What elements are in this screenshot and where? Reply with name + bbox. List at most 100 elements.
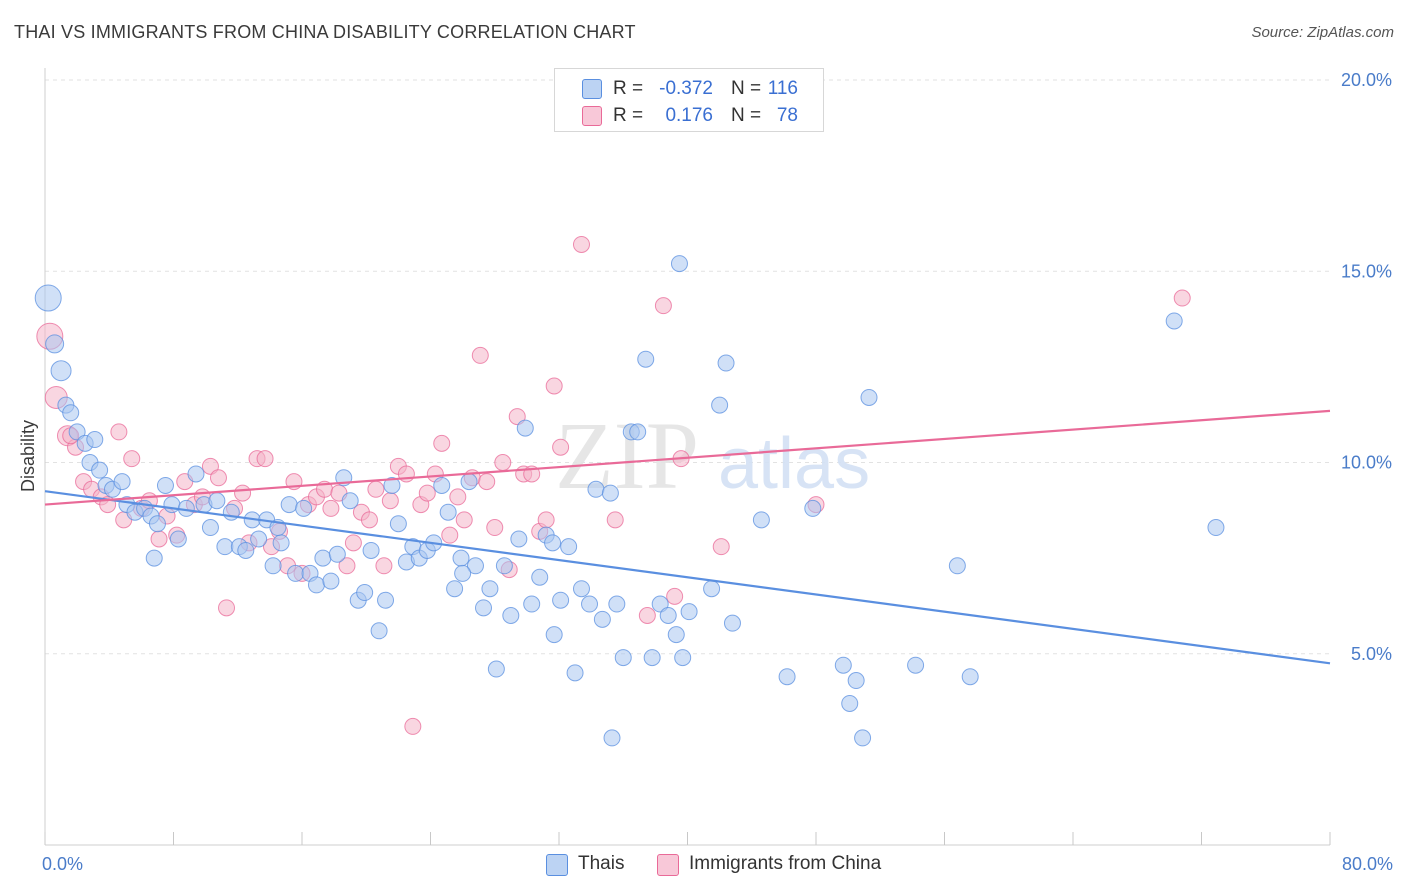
point-thais — [362, 541, 380, 559]
point-thais — [322, 572, 340, 590]
point-thais — [50, 360, 72, 382]
point-thais — [614, 649, 632, 667]
point-thais — [328, 545, 346, 563]
point-thais — [433, 476, 451, 494]
point-thais — [510, 530, 528, 548]
point-thais — [552, 591, 570, 609]
point-thais — [156, 476, 174, 494]
point-thais — [608, 595, 626, 613]
point-thais — [466, 557, 484, 575]
point-thais — [287, 564, 305, 582]
point-thais — [841, 694, 859, 712]
point-immigrants-from-china — [367, 480, 385, 498]
point-thais — [670, 255, 688, 273]
point-thais — [1165, 312, 1183, 330]
point-immigrants-from-china — [537, 511, 555, 529]
point-thais — [495, 557, 513, 575]
point-immigrants-from-china — [471, 346, 489, 364]
point-thais — [341, 492, 359, 510]
point-thais — [307, 576, 325, 594]
chart-title: THAI VS IMMIGRANTS FROM CHINA DISABILITY… — [14, 22, 636, 42]
point-thais — [603, 729, 621, 747]
y-tick-label: 15.0% — [1341, 261, 1392, 281]
legend-swatch-immigrants-from-china — [657, 854, 679, 876]
point-immigrants-from-china — [478, 473, 496, 491]
trend-line-thais — [44, 490, 1331, 665]
point-immigrants-from-china — [375, 557, 393, 575]
point-immigrants-from-china — [344, 534, 362, 552]
y-axis-tick-labels: 5.0% 10.0% 15.0% 20.0% — [1341, 70, 1392, 664]
point-thais — [752, 511, 770, 529]
point-thais — [674, 649, 692, 667]
point-thais — [643, 649, 661, 667]
point-immigrants-from-china — [418, 484, 436, 502]
legend-n-label: N = — [731, 105, 762, 126]
legend-r-label: R = — [613, 78, 644, 99]
point-thais — [272, 534, 290, 552]
point-thais — [314, 549, 332, 567]
point-immigrants-from-china — [218, 599, 236, 617]
point-immigrants-from-china — [234, 484, 252, 502]
point-immigrants-from-china — [123, 450, 141, 468]
point-thais — [208, 492, 226, 510]
point-thais — [377, 591, 395, 609]
point-immigrants-from-china — [441, 526, 459, 544]
point-thais — [356, 584, 374, 602]
point-thais — [163, 496, 181, 514]
legend-swatch-immigrants-from-china — [582, 106, 602, 126]
point-thais — [907, 656, 925, 674]
point-thais — [389, 515, 407, 533]
point-thais — [723, 614, 741, 632]
point-immigrants-from-china — [449, 488, 467, 506]
point-immigrants-from-china — [606, 511, 624, 529]
point-thais — [460, 473, 478, 491]
point-immigrants-from-china — [654, 297, 672, 315]
series-legend: Thais Immigrants from China — [0, 852, 1406, 878]
point-immigrants-from-china — [404, 717, 422, 735]
point-thais — [216, 538, 234, 556]
point-immigrants-from-china — [638, 607, 656, 624]
point-immigrants-from-china — [360, 511, 378, 529]
point-thais — [637, 350, 655, 368]
point-thais — [148, 515, 166, 533]
point-immigrants-from-china — [322, 499, 340, 517]
point-thais — [717, 354, 735, 372]
trend-line-immigrants-from-china — [44, 409, 1331, 506]
legend-n-label: N = — [731, 78, 762, 99]
point-immigrants-from-china — [712, 538, 730, 556]
point-immigrants-from-china — [1173, 289, 1191, 307]
point-thais — [667, 626, 685, 644]
legend-r-label: R = — [613, 105, 644, 126]
point-thais — [145, 549, 163, 567]
point-thais — [487, 660, 505, 678]
point-thais — [659, 607, 677, 624]
legend-r-value: -0.372 — [659, 78, 713, 99]
point-immigrants-from-china — [486, 519, 504, 537]
point-immigrants-from-china — [433, 434, 451, 452]
point-thais — [581, 595, 599, 613]
x-tick-label: 80.0% — [1342, 854, 1393, 874]
point-thais — [169, 530, 187, 548]
x-axis-ticks — [44, 832, 1331, 845]
point-immigrants-from-china — [666, 587, 684, 605]
legend-swatch-thais — [582, 79, 602, 99]
series-immigrants-from-china-points — [36, 82, 1191, 735]
point-thais — [481, 580, 499, 598]
y-tick-label: 10.0% — [1341, 453, 1392, 473]
series-thais-points — [34, 255, 1225, 747]
point-thais — [680, 603, 698, 621]
legend-label-immigrants-from-china: Immigrants from China — [689, 853, 882, 874]
point-thais — [446, 580, 464, 598]
point-thais — [587, 480, 605, 498]
point-thais — [250, 530, 268, 548]
y-axis-label: Disability — [18, 420, 38, 492]
point-immigrants-from-china — [110, 423, 128, 441]
y-tick-label: 5.0% — [1351, 644, 1392, 664]
grid-lines — [45, 79, 1330, 655]
point-thais — [545, 626, 563, 644]
point-thais — [860, 388, 878, 406]
legend-label-thais: Thais — [578, 853, 625, 874]
point-immigrants-from-china — [381, 492, 399, 510]
point-immigrants-from-china — [545, 377, 563, 395]
